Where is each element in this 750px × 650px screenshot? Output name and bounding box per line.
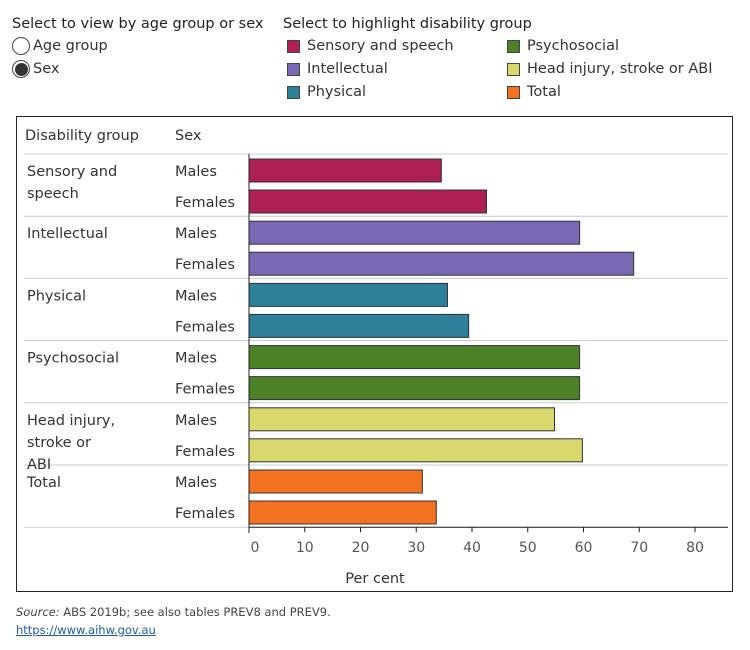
legend-swatch-icon bbox=[287, 62, 300, 76]
bar-intellectual-females bbox=[248, 251, 635, 276]
legend-swatch-icon bbox=[287, 39, 300, 53]
x-tick-label: 30 bbox=[407, 540, 425, 556]
legend-swatch-icon bbox=[507, 62, 520, 76]
view-selector-title: Select to view by age group or sex bbox=[12, 16, 264, 32]
sex-label: Females bbox=[175, 195, 235, 211]
sex-label: Males bbox=[175, 226, 217, 242]
legend-label: Total bbox=[527, 84, 561, 100]
legend-item[interactable]: Psychosocial bbox=[507, 38, 619, 54]
sex-label: Females bbox=[175, 382, 235, 398]
x-tick-label: 40 bbox=[463, 540, 481, 556]
bar-physical-males bbox=[248, 282, 448, 307]
bar-head-injury-stroke-or-abi-males bbox=[248, 407, 556, 432]
radio-sex[interactable]: Sex bbox=[12, 60, 59, 78]
sex-label: Males bbox=[175, 351, 217, 367]
legend-label: Psychosocial bbox=[527, 38, 619, 54]
bar-sensory-and-speech-males bbox=[248, 158, 442, 183]
group-label: Intellectual bbox=[27, 226, 108, 242]
group-label: Head injury, bbox=[27, 413, 115, 429]
group-label: Total bbox=[26, 475, 61, 491]
legend-item[interactable]: Physical bbox=[287, 84, 366, 100]
group-label: Physical bbox=[27, 288, 86, 304]
bar-total-males bbox=[248, 469, 423, 494]
bar-head-injury-stroke-or-abi-females bbox=[248, 438, 583, 463]
legend-item[interactable]: Intellectual bbox=[287, 61, 388, 77]
legend-swatch-icon bbox=[287, 85, 300, 99]
x-tick-label: 0 bbox=[251, 540, 260, 556]
group-label: stroke or bbox=[27, 435, 91, 451]
sex-label: Females bbox=[175, 506, 235, 522]
group-label: Psychosocial bbox=[27, 351, 119, 367]
chart-frame bbox=[16, 116, 733, 592]
legend-label: Physical bbox=[307, 84, 366, 100]
bar-sensory-and-speech-females bbox=[248, 189, 487, 214]
legend-item[interactable]: Head injury, stroke or ABI bbox=[507, 61, 712, 77]
legend-item[interactable]: Sensory and speech bbox=[287, 38, 454, 54]
x-tick-label: 20 bbox=[352, 540, 370, 556]
highlight-title: Select to highlight disability group bbox=[283, 16, 532, 32]
radio-age-group[interactable]: Age group bbox=[12, 37, 108, 55]
group-label: ABI bbox=[27, 457, 51, 473]
source-text: ABS 2019b; see also tables PREV8 and PRE… bbox=[59, 605, 331, 619]
x-tick-label: 80 bbox=[686, 540, 704, 556]
legend-swatch-icon bbox=[507, 85, 520, 99]
column-header-sex: Sex bbox=[175, 128, 202, 144]
sex-label: Females bbox=[175, 257, 235, 273]
group-label: speech bbox=[27, 186, 79, 202]
radio-label: Sex bbox=[33, 61, 60, 77]
column-header-disability-group: Disability group bbox=[25, 128, 139, 144]
source-note: Source: ABS 2019b; see also tables PREV8… bbox=[16, 605, 331, 619]
legend-swatch-icon bbox=[507, 39, 520, 53]
legend-label: Head injury, stroke or ABI bbox=[527, 61, 713, 77]
bar-psychosocial-females bbox=[248, 376, 581, 401]
bar-intellectual-males bbox=[248, 220, 581, 245]
radio-selected-icon[interactable] bbox=[12, 60, 30, 78]
bar-psychosocial-males bbox=[248, 345, 581, 370]
legend-label: Intellectual bbox=[307, 61, 388, 77]
x-tick-label: 10 bbox=[296, 540, 314, 556]
x-tick-label: 60 bbox=[575, 540, 593, 556]
legend-label: Sensory and speech bbox=[307, 38, 454, 54]
sex-label: Males bbox=[175, 413, 217, 429]
sex-label: Females bbox=[175, 444, 235, 460]
sex-label: Males bbox=[175, 164, 217, 180]
bar-total-females bbox=[248, 500, 437, 525]
radio-icon[interactable] bbox=[12, 37, 30, 55]
x-tick-label: 50 bbox=[519, 540, 537, 556]
x-axis-label: Per cent bbox=[345, 571, 405, 587]
bar-physical-females bbox=[248, 313, 470, 338]
sex-label: Males bbox=[175, 288, 217, 304]
legend-item[interactable]: Total bbox=[507, 84, 561, 100]
sex-label: Females bbox=[175, 319, 235, 335]
source-label: Source: bbox=[16, 605, 60, 619]
sex-label: Males bbox=[175, 475, 217, 491]
x-tick-label: 70 bbox=[630, 540, 648, 556]
aihw-link[interactable]: https://www.aihw.gov.au bbox=[16, 623, 156, 637]
group-label: Sensory and bbox=[27, 164, 117, 180]
radio-label: Age group bbox=[33, 38, 108, 54]
